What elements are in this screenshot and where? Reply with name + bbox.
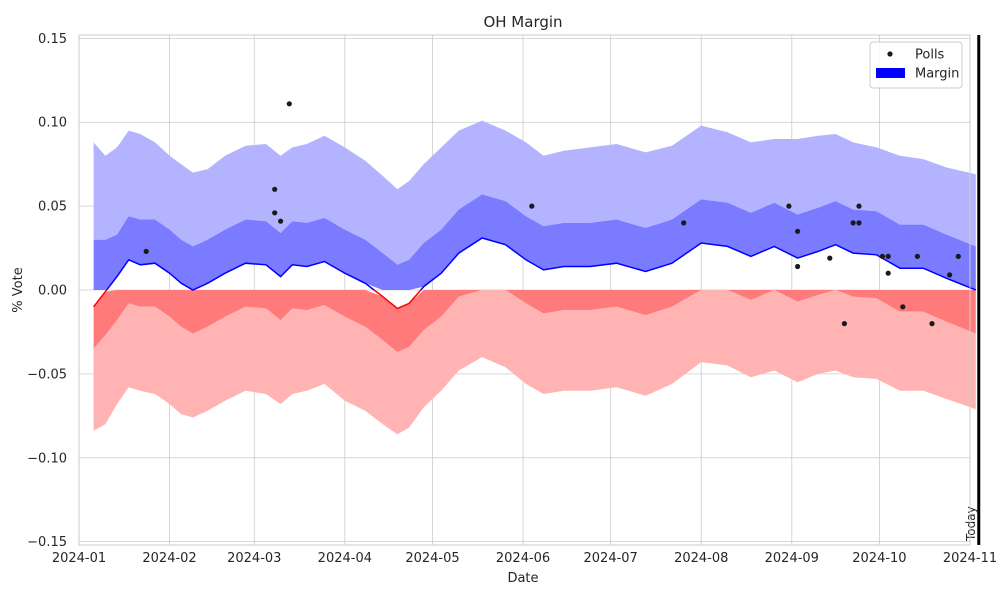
poll-point (841, 321, 848, 327)
poll-point (914, 253, 921, 259)
poll-point (885, 270, 891, 276)
chart-title: OH Margin (483, 13, 562, 31)
inner-band-negative (93, 290, 976, 353)
x-tick-label: 2024-06 (496, 551, 550, 566)
poll-point (929, 321, 935, 327)
today-label: Today (964, 506, 978, 542)
legend-poll-label: Polls (915, 48, 945, 63)
y-tick-label: −0.15 (27, 535, 67, 550)
axes-frame (78, 34, 971, 546)
y-tick-label: 0.05 (38, 200, 67, 215)
poll-point (900, 304, 906, 310)
y-tick-label: −0.10 (27, 451, 67, 466)
poll-points (143, 101, 961, 327)
poll-point (885, 253, 891, 259)
legend-poll-marker (887, 51, 893, 57)
poll-point (681, 220, 687, 226)
inner-band-positive (93, 194, 976, 290)
poll-point (827, 255, 833, 261)
legend: Polls Margin (869, 41, 963, 89)
margin-line-negative (93, 289, 108, 308)
x-tick-label: 2024-04 (318, 551, 372, 566)
poll-point (529, 203, 535, 209)
poll-point (278, 218, 284, 224)
today-marker: Today (964, 35, 981, 545)
poll-point (786, 203, 792, 209)
x-tick-label: 2024-05 (405, 551, 459, 566)
y-tick-label: 0.10 (38, 116, 67, 131)
x-tick-label: 2024-08 (674, 551, 728, 566)
x-tick-label: 2024-02 (142, 551, 196, 566)
poll-point (272, 186, 278, 192)
x-tick-label: 2024-09 (765, 551, 819, 566)
poll-point (879, 253, 886, 259)
poll-point (286, 101, 292, 107)
poll-point (947, 272, 953, 278)
poll-point (272, 210, 278, 216)
poll-point (143, 248, 149, 254)
confidence-bands (93, 120, 976, 435)
legend-margin-swatch (876, 68, 905, 78)
x-axis-label: Date (507, 571, 538, 586)
margin-line-negative (373, 289, 422, 310)
margin-line-positive (106, 258, 375, 291)
x-tick-label: 2024-07 (584, 551, 638, 566)
outer-band-negative (93, 290, 976, 435)
poll-point (795, 263, 801, 270)
y-tick-label: −0.05 (27, 367, 67, 382)
poll-point (955, 253, 961, 259)
x-tick-label: 2024-11 (943, 551, 997, 566)
x-tick-label: 2024-01 (52, 551, 106, 566)
poll-point (850, 220, 856, 226)
outer-band-positive (93, 120, 976, 265)
y-tick-label: 0.15 (38, 32, 67, 47)
axes: 2024-01 2024-02 2024-03 2024-04 2024-05 2024-… (27, 32, 997, 566)
legend-margin-label: Margin (915, 67, 959, 82)
y-tick-label: 0.00 (38, 284, 67, 299)
poll-point (856, 203, 862, 209)
y-axis-label: % Vote (11, 267, 26, 312)
x-tick-label: 2024-03 (227, 551, 281, 566)
poll-point (856, 220, 862, 226)
margin-lines (93, 237, 977, 310)
x-tick-label: 2024-10 (852, 551, 906, 566)
margin-line-positive (420, 237, 977, 291)
poll-point (795, 228, 801, 234)
